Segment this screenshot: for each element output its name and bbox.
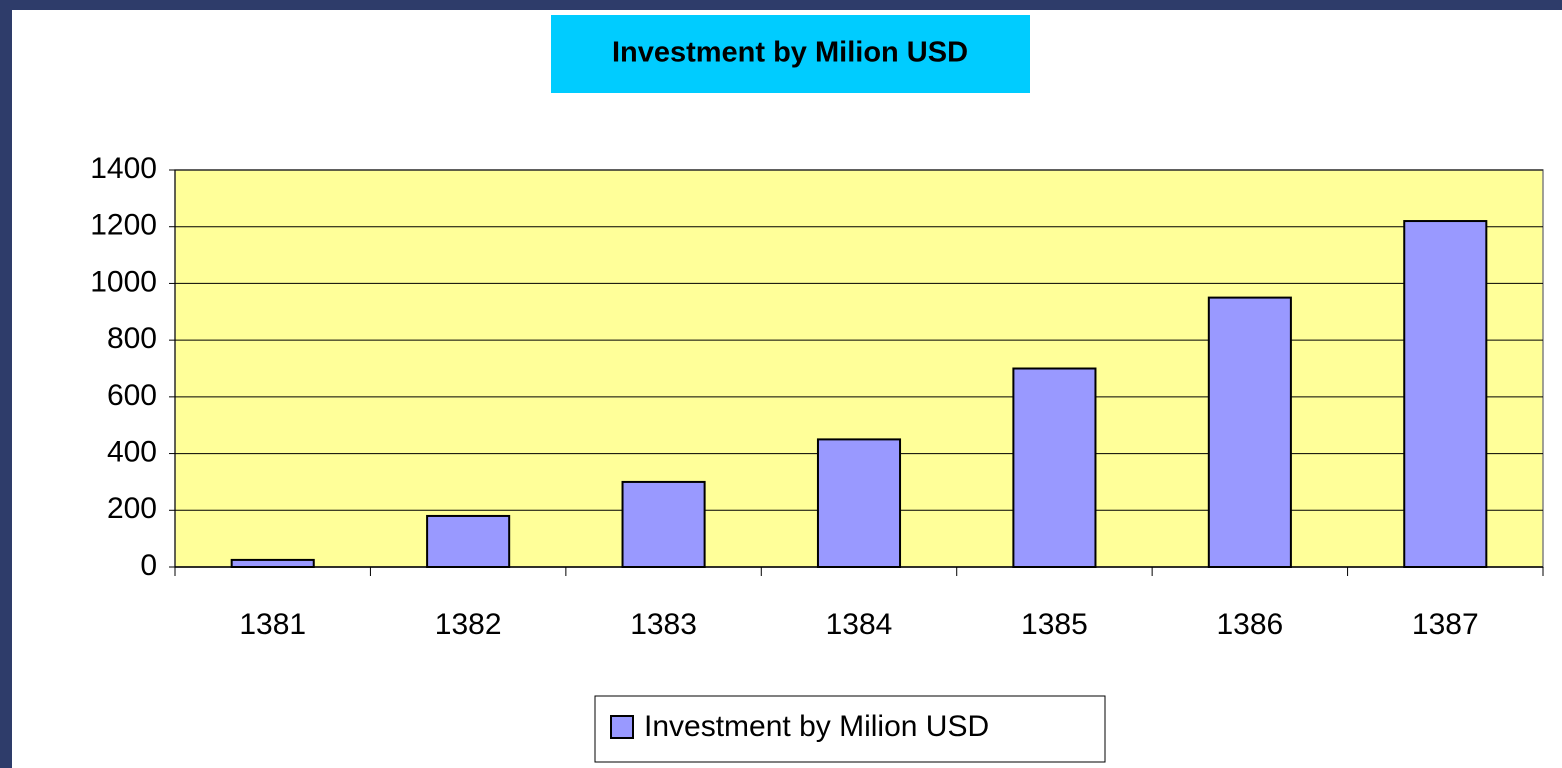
bar <box>426 514 511 569</box>
bar <box>1012 367 1097 568</box>
x-tick-label: 1384 <box>826 608 893 641</box>
bar <box>1207 296 1292 568</box>
title-background <box>551 15 1030 93</box>
y-tick-label: 1400 <box>90 152 157 185</box>
legend-label: Investment by Milion USD <box>644 710 989 743</box>
bar <box>621 480 706 568</box>
y-tick-label: 400 <box>107 435 157 468</box>
x-tick-label: 1381 <box>239 608 306 641</box>
legend <box>594 695 1106 763</box>
bar <box>230 558 315 568</box>
y-tick-label: 600 <box>107 379 157 412</box>
y-tick-label: 200 <box>107 492 157 525</box>
legend-swatch <box>610 715 634 739</box>
x-tick-label: 1386 <box>1216 608 1283 641</box>
x-tick-label: 1382 <box>435 608 502 641</box>
y-tick-label: 1200 <box>90 209 157 242</box>
x-tick-label: 1385 <box>1021 608 1088 641</box>
bar <box>816 438 902 568</box>
chart-title: Investment by Milion USD <box>612 37 968 69</box>
x-tick-label: 1383 <box>630 608 697 641</box>
bar <box>1403 220 1488 569</box>
y-tick-label: 1000 <box>90 265 157 298</box>
y-tick-label: 800 <box>107 322 157 355</box>
x-tick-label: 1387 <box>1412 608 1479 641</box>
y-tick-label: 0 <box>140 549 157 582</box>
